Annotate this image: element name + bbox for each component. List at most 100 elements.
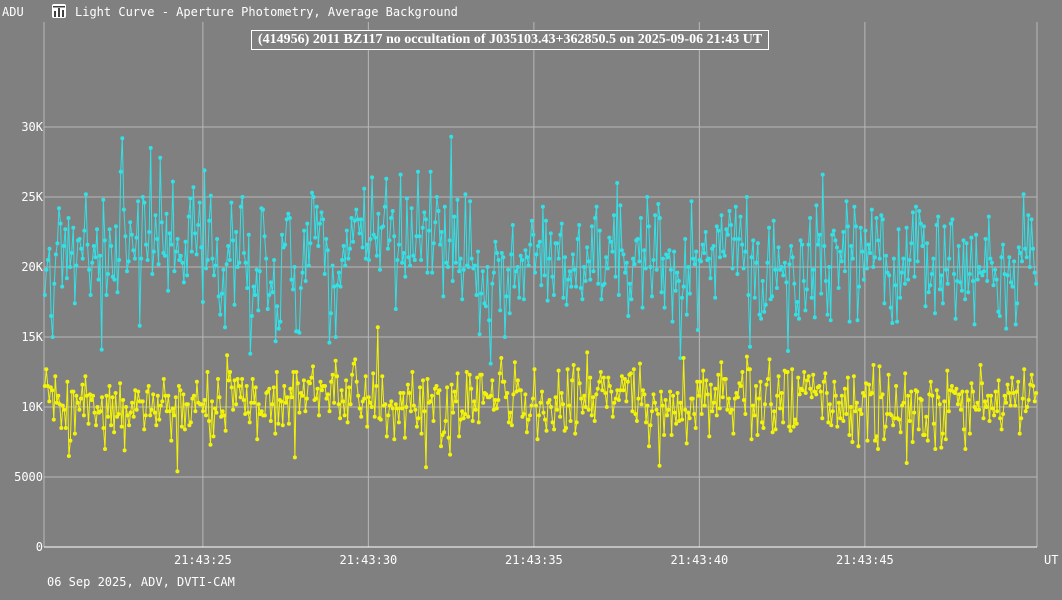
data-point	[898, 295, 903, 300]
data-point	[1024, 255, 1029, 260]
data-point	[1002, 393, 1007, 398]
data-point	[725, 232, 730, 237]
data-point	[389, 216, 394, 220]
data-point	[637, 259, 642, 264]
data-point	[844, 199, 849, 204]
data-point	[818, 389, 823, 394]
data-point	[439, 230, 444, 234]
data-point	[967, 431, 972, 436]
data-point	[827, 265, 832, 269]
chart-app-icon[interactable]	[52, 4, 66, 18]
data-point	[848, 405, 853, 409]
data-point	[629, 297, 634, 302]
data-point	[52, 281, 57, 286]
data-point	[839, 259, 844, 264]
data-point	[699, 259, 703, 264]
data-point	[380, 374, 385, 379]
data-point	[583, 405, 588, 409]
data-point	[60, 403, 65, 408]
data-point	[701, 368, 706, 373]
data-point	[863, 228, 868, 233]
data-point	[518, 253, 523, 258]
data-point	[836, 286, 841, 290]
data-point	[580, 297, 585, 302]
data-point	[879, 213, 884, 218]
data-point	[404, 196, 409, 201]
data-point	[779, 391, 784, 395]
data-point	[202, 398, 207, 402]
data-point	[428, 169, 433, 174]
data-point	[711, 400, 716, 405]
data-point	[724, 227, 729, 232]
data-point	[249, 400, 254, 405]
data-point	[525, 255, 530, 260]
data-point	[856, 444, 861, 449]
data-point	[450, 279, 455, 283]
data-point	[211, 434, 216, 439]
y-tick-label: 15K	[21, 330, 43, 344]
data-point	[585, 245, 590, 250]
data-point	[289, 277, 294, 282]
data-point	[508, 410, 513, 415]
data-point	[1014, 389, 1019, 394]
data-point	[53, 252, 58, 257]
data-point	[262, 234, 267, 239]
y-tick-label: 25K	[21, 190, 43, 204]
data-point	[666, 407, 671, 412]
data-point	[517, 295, 522, 300]
data-point	[466, 265, 471, 269]
data-point	[755, 433, 760, 437]
data-point	[687, 416, 692, 421]
data-point	[463, 412, 468, 416]
data-point	[131, 414, 136, 419]
data-point	[408, 409, 413, 414]
data-point	[229, 200, 234, 205]
data-point	[288, 386, 293, 391]
data-point	[360, 245, 365, 250]
data-point	[65, 379, 70, 384]
data-point	[44, 267, 49, 272]
data-point	[636, 396, 641, 401]
data-point	[476, 249, 480, 254]
data-point	[407, 391, 412, 395]
data-point	[144, 242, 148, 247]
data-point	[689, 199, 694, 204]
data-point	[640, 305, 645, 310]
data-point	[453, 260, 458, 265]
data-point	[317, 413, 321, 418]
data-point	[904, 225, 909, 230]
data-point	[372, 414, 377, 419]
data-point	[240, 195, 245, 199]
data-point	[353, 357, 358, 362]
data-point	[194, 379, 199, 384]
data-point	[264, 256, 269, 261]
data-point	[401, 251, 406, 255]
window-title: Light Curve - Aperture Photometry, Avera…	[75, 5, 458, 19]
data-point	[159, 220, 164, 225]
data-point	[1026, 398, 1031, 402]
data-point	[528, 413, 532, 418]
data-point	[91, 393, 95, 398]
data-point	[622, 377, 627, 381]
data-point	[204, 266, 209, 271]
data-point	[193, 409, 198, 414]
data-point	[929, 272, 934, 276]
data-point	[375, 325, 380, 330]
data-point	[713, 295, 718, 300]
data-point	[259, 409, 264, 414]
data-point	[419, 258, 424, 262]
data-point	[838, 249, 843, 254]
data-point	[944, 267, 949, 272]
data-point	[1018, 251, 1023, 255]
data-point	[811, 267, 816, 272]
data-point	[515, 265, 520, 269]
data-point	[551, 293, 556, 297]
data-point	[641, 388, 645, 393]
data-point	[615, 181, 620, 185]
data-point	[930, 393, 935, 398]
data-point	[707, 434, 712, 439]
data-point	[1010, 375, 1015, 380]
footer-info: 06 Sep 2025, ADV, DVTI-CAM	[47, 575, 235, 589]
data-point	[402, 435, 407, 440]
data-point	[971, 279, 975, 283]
